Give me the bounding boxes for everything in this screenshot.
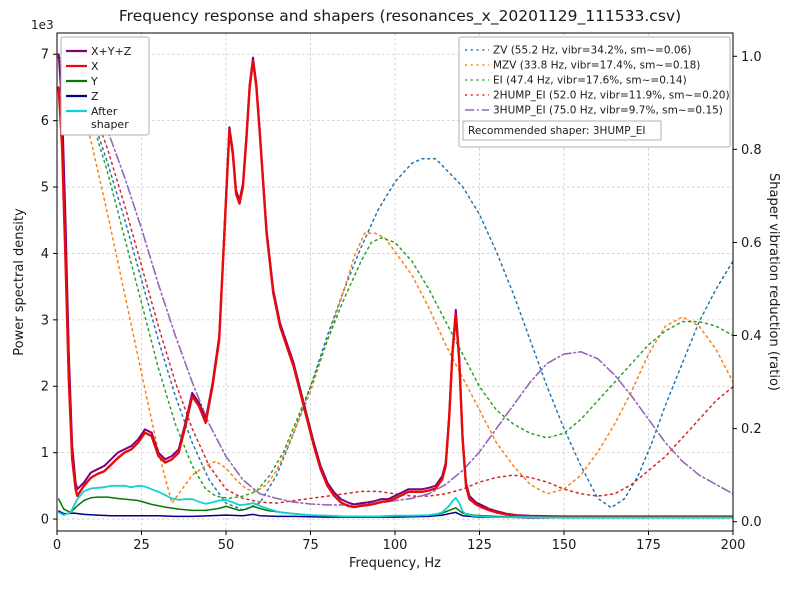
series-line-mzv [57,55,733,504]
legend-shaper-label: 2HUMP_EI (52.0 Hz, vibr=11.9%, sm~=0.20) [493,90,730,102]
x-tick-label: 0 [53,538,61,553]
x-tick-label: 150 [552,538,577,553]
y-left-tick-label: 0 [41,513,49,528]
series-line-ei [57,55,733,500]
legend-shaper-label: 3HUMP_EI (75.0 Hz, vibr=9.7%, sm~=0.15) [493,105,723,117]
legend-shapers: ZV (55.2 Hz, vibr=34.2%, sm~=0.06) MZV (3… [458,36,731,148]
y-left-tick-label: 4 [41,247,49,262]
y-axis-label-right: Shaper vibration reduction (ratio) [766,173,781,391]
y-axis-offset-text: 1e3 [31,18,54,32]
y-right-tick-label: 0.8 [741,143,762,158]
x-tick-label: 200 [721,538,746,553]
y-right-tick-label: 1.0 [741,50,762,65]
legend-psd-label: After [91,105,118,118]
y-right-tick-label: 0.6 [741,236,762,251]
x-tick-label: 175 [636,538,661,553]
legend-psd-label: X [91,60,99,73]
series-line-zv [57,55,733,511]
x-tick-label: 100 [383,538,408,553]
legend-psd-label: Z [91,90,99,103]
legend-psd-label: Y [90,75,98,88]
y-left-tick-label: 3 [41,313,49,328]
x-tick-label: 125 [467,538,492,553]
legend-shaper-label: ZV (55.2 Hz, vibr=34.2%, sm~=0.06) [493,45,691,57]
series-group [57,53,733,519]
legend-shapers-box [458,36,731,148]
recommended-shaper-box [462,120,662,141]
y-left-tick-label: 7 [41,48,49,63]
y-left-tick-label: 6 [41,114,49,129]
y-left-tick-label: 2 [41,380,49,395]
y-right-tick-label: 0.0 [741,515,762,530]
legend-shaper-label: MZV (33.8 Hz, vibr=17.4%, sm~=0.18) [493,60,700,72]
recommended-shaper-text: Recommended shaper: 3HUMP_EI [468,125,646,137]
series-line-2hump-ei [57,55,733,504]
series-line-3hump-ei [57,55,733,506]
x-tick-label: 75 [302,538,319,553]
y-right-tick-label: 0.2 [741,422,762,437]
chart-title: Frequency response and shapers (resonanc… [118,7,682,25]
y-right-tick-label: 0.4 [741,329,762,344]
x-tick-label: 25 [133,538,150,553]
legend-psd-label: shaper [91,118,129,131]
y-left-tick-label: 5 [41,181,49,196]
series-line-x [57,59,733,519]
y-axis-label-left: Power spectral density [12,208,27,356]
x-axis-label: Frequency, Hz [348,556,442,571]
legend-psd-label: X+Y+Z [91,45,132,58]
legend-shaper-label: EI (47.4 Hz, vibr=17.6%, sm~=0.14) [493,75,687,87]
x-tick-label: 50 [218,538,235,553]
series-line-after-shaper [57,484,733,519]
y-left-tick-label: 1 [41,446,49,461]
